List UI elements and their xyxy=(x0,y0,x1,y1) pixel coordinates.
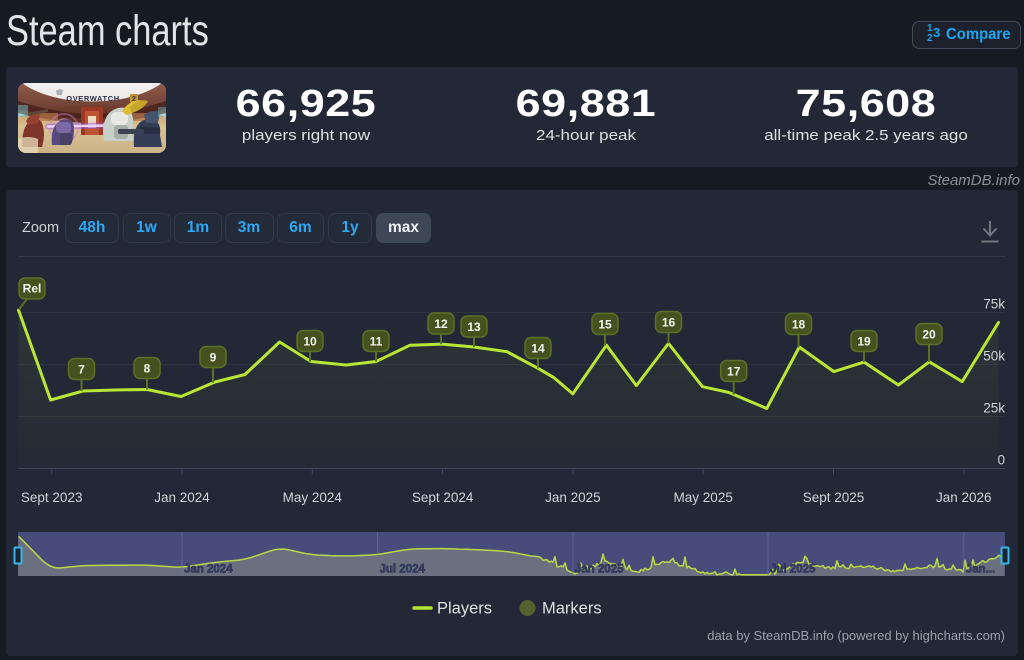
svg-text:12: 12 xyxy=(434,317,448,331)
svg-text:May 2025: May 2025 xyxy=(674,490,733,505)
svg-text:Rel: Rel xyxy=(23,282,42,296)
svg-text:25k: 25k xyxy=(983,401,1005,416)
svg-text:Jan 2026: Jan 2026 xyxy=(936,490,992,505)
svg-text:19: 19 xyxy=(857,335,871,349)
svg-text:9: 9 xyxy=(210,351,217,365)
svg-text:data by SteamDB.info (powered: data by SteamDB.info (powered by highcha… xyxy=(707,628,1005,643)
svg-text:20: 20 xyxy=(922,328,936,342)
svg-text:Jul 2024: Jul 2024 xyxy=(380,564,426,576)
svg-text:75k: 75k xyxy=(983,297,1005,312)
svg-text:Sept 2025: Sept 2025 xyxy=(803,490,865,505)
svg-text:Jan 2024: Jan 2024 xyxy=(154,490,210,505)
svg-text:Jan...: Jan... xyxy=(966,564,995,576)
svg-text:7: 7 xyxy=(78,363,85,377)
svg-text:Jan 2024: Jan 2024 xyxy=(184,564,233,576)
svg-text:10: 10 xyxy=(303,335,317,349)
svg-text:14: 14 xyxy=(531,342,545,356)
svg-text:50k: 50k xyxy=(983,349,1005,364)
svg-text:17: 17 xyxy=(727,365,741,379)
svg-text:18: 18 xyxy=(792,318,806,332)
svg-text:Jan 2025: Jan 2025 xyxy=(545,490,601,505)
svg-text:Players: Players xyxy=(437,600,492,618)
svg-text:Sept 2024: Sept 2024 xyxy=(412,490,474,505)
svg-text:8: 8 xyxy=(144,362,151,376)
svg-text:0: 0 xyxy=(997,453,1005,468)
svg-text:Jan 2025: Jan 2025 xyxy=(575,564,624,576)
svg-text:May 2024: May 2024 xyxy=(283,490,343,505)
svg-text:OVERWATCH: OVERWATCH xyxy=(66,94,119,103)
svg-text:15: 15 xyxy=(598,318,612,332)
svg-text:Markers: Markers xyxy=(542,600,602,618)
svg-text:2: 2 xyxy=(132,96,136,103)
svg-text:Jul 2025: Jul 2025 xyxy=(770,564,816,576)
svg-text:13: 13 xyxy=(467,320,481,334)
svg-text:11: 11 xyxy=(370,335,383,349)
svg-text:Sept 2023: Sept 2023 xyxy=(21,490,83,505)
svg-text:16: 16 xyxy=(662,316,676,330)
